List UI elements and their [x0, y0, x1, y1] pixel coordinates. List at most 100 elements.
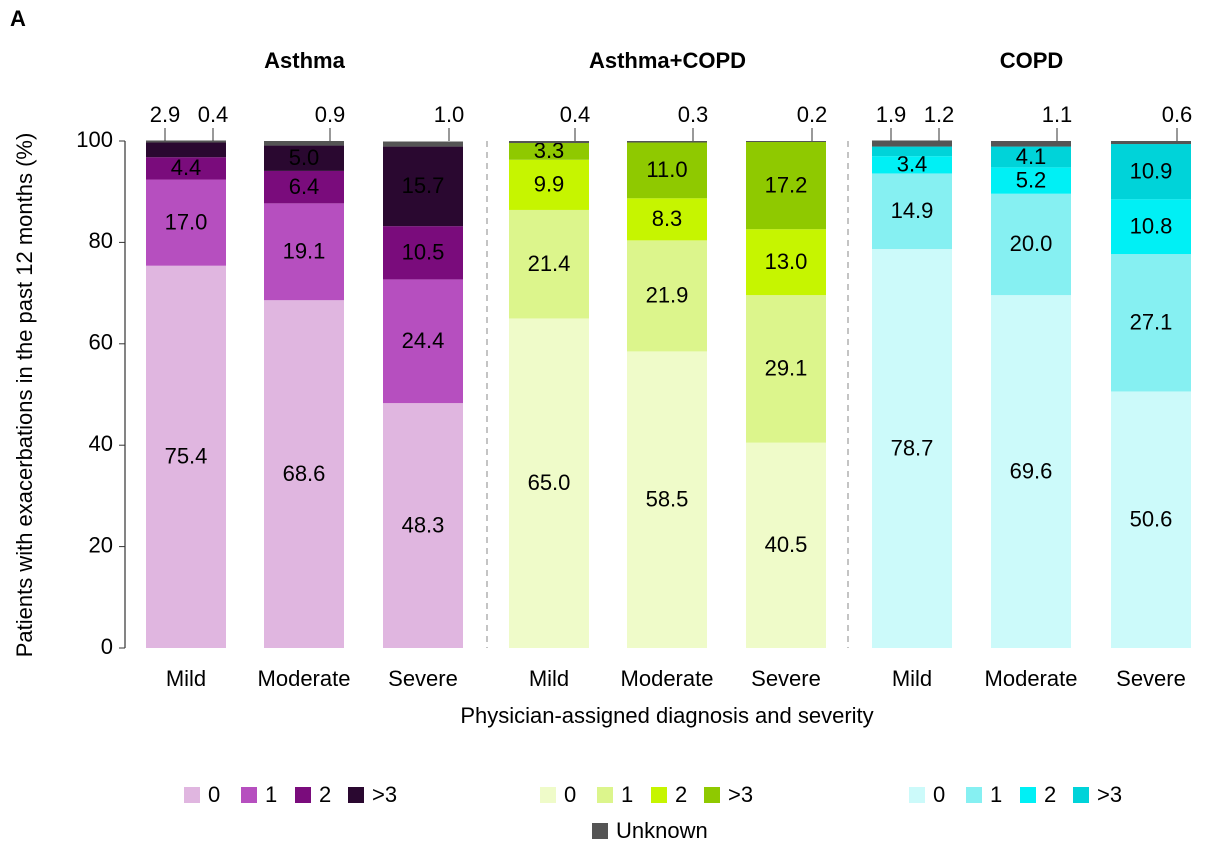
legend-label: 0 [208, 782, 220, 807]
legend-label: 0 [933, 782, 945, 807]
bar-segment [746, 295, 826, 443]
bar-segment [383, 226, 463, 280]
legend-label: 0 [564, 782, 576, 807]
value-label: 29.1 [765, 356, 808, 381]
legend-label: 2 [1044, 782, 1056, 807]
value-label: 1.9 [876, 102, 907, 127]
value-label: 6.4 [289, 174, 320, 199]
legend-swatch [540, 787, 556, 803]
bar-segment [991, 193, 1071, 296]
bar-segment [872, 146, 952, 157]
legend-swatch [704, 787, 720, 803]
legend-swatch [241, 787, 257, 803]
value-label: 24.4 [402, 328, 445, 353]
bar-segment [509, 141, 589, 144]
bar-segment [872, 173, 952, 249]
value-label: 75.4 [165, 444, 208, 469]
legend-swatch [597, 787, 613, 803]
value-label: 0.4 [560, 102, 591, 127]
legend-swatch [295, 787, 311, 803]
x-tick-label: Severe [751, 666, 821, 691]
x-tick-label: Moderate [258, 666, 351, 691]
value-label: 5.2 [1016, 167, 1047, 192]
y-tick-label: 100 [76, 127, 113, 152]
bar-segment [383, 279, 463, 404]
x-axis-label: Physician-assigned diagnosis and severit… [460, 703, 873, 728]
value-label: 1.1 [1042, 102, 1073, 127]
legend-swatch [348, 787, 364, 803]
panel-label: A [10, 6, 26, 31]
legend-swatch [1020, 787, 1036, 803]
bar-segment [146, 142, 226, 158]
bar-segment [264, 141, 344, 146]
legend-swatch [1073, 787, 1089, 803]
legend-label: 2 [319, 782, 331, 807]
bar-segment [1111, 144, 1191, 200]
bar-segment [264, 145, 344, 171]
value-label: 58.5 [646, 487, 689, 512]
bar-segment [627, 351, 707, 648]
bar-segment [383, 403, 463, 648]
value-label: 17.2 [765, 172, 808, 197]
y-tick-label: 20 [89, 532, 113, 557]
bar-segment [509, 143, 589, 160]
value-label: 8.3 [652, 206, 683, 231]
value-label: 17.0 [165, 209, 208, 234]
bar-segment [627, 240, 707, 352]
x-tick-label: Moderate [985, 666, 1078, 691]
value-label: 4.4 [171, 155, 202, 180]
y-tick-label: 0 [101, 634, 113, 659]
value-label: 27.1 [1130, 310, 1173, 335]
bar-segment [146, 140, 226, 143]
x-tick-label: Moderate [621, 666, 714, 691]
value-label: 13.0 [765, 249, 808, 274]
bar-segment [1111, 141, 1191, 145]
bar-segment [872, 156, 952, 174]
value-label: 2.9 [150, 102, 181, 127]
value-label: 50.6 [1130, 507, 1173, 532]
bar-segment [383, 146, 463, 227]
x-tick-label: Mild [892, 666, 932, 691]
x-tick-label: Severe [388, 666, 458, 691]
value-label: 0.2 [797, 102, 828, 127]
y-tick-label: 60 [89, 330, 113, 355]
y-tick-label: 80 [89, 228, 113, 253]
x-tick-label: Severe [1116, 666, 1186, 691]
value-label: 21.9 [646, 283, 689, 308]
value-label: 48.3 [402, 512, 445, 537]
bar-segment [627, 142, 707, 199]
x-tick-label: Mild [166, 666, 206, 691]
bar-segment [264, 170, 344, 204]
legend-label: >3 [728, 782, 753, 807]
legend-swatch [184, 787, 200, 803]
bar-segment [509, 159, 589, 210]
group-title: COPD [1000, 48, 1064, 73]
value-label: 10.5 [402, 240, 445, 265]
bar-segment [627, 141, 707, 143]
legend-label: >3 [1097, 782, 1122, 807]
legend-label: 1 [990, 782, 1002, 807]
value-label: 0.9 [315, 102, 346, 127]
bar-segment [991, 295, 1071, 648]
bar-segment [1111, 254, 1191, 392]
value-label: 0.3 [678, 102, 709, 127]
value-label: 0.4 [198, 102, 229, 127]
bar-segment [509, 318, 589, 648]
legend-swatch [966, 787, 982, 803]
value-label: 21.4 [528, 251, 571, 276]
y-axis-label: Patients with exacerbations in the past … [12, 133, 37, 658]
legend-swatch [592, 823, 608, 839]
bar-segment [746, 229, 826, 296]
value-label: 78.7 [891, 435, 934, 460]
legend-label: 1 [621, 782, 633, 807]
value-label: 19.1 [283, 239, 326, 264]
value-label: 1.0 [434, 102, 465, 127]
bar-segment [146, 265, 226, 648]
legend-label: 2 [675, 782, 687, 807]
bar-segment [383, 141, 463, 147]
value-label: 20.0 [1010, 231, 1053, 256]
value-label: 5.0 [289, 145, 320, 170]
bar-segment [1111, 391, 1191, 648]
bar-segment [746, 141, 826, 143]
